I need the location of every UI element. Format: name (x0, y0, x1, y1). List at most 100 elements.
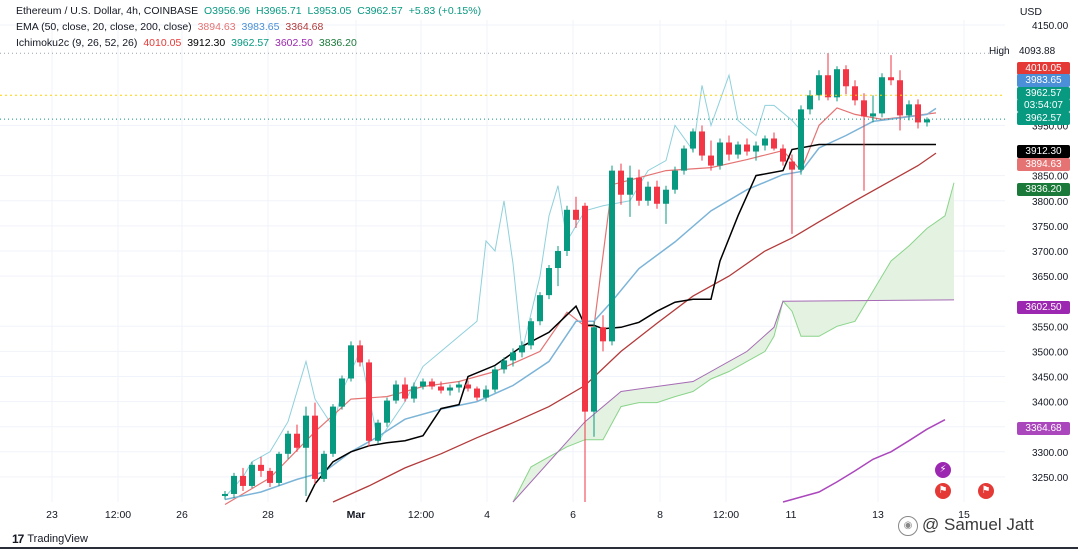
candle-body[interactable] (717, 142, 723, 166)
candle-body[interactable] (429, 381, 435, 387)
symbol-name[interactable]: Ethereum / U.S. Dollar, 4h, COINBASE (16, 5, 199, 17)
candle-body[interactable] (870, 113, 876, 117)
candle (474, 386, 480, 401)
candle-body[interactable] (312, 415, 318, 479)
x-tick-label: 6 (570, 509, 576, 521)
candle-body[interactable] (600, 327, 606, 342)
candle-body[interactable] (231, 475, 237, 494)
lightning-icon[interactable]: ⚡ (935, 462, 951, 478)
candle-body[interactable] (393, 384, 399, 401)
candle-body[interactable] (915, 104, 921, 123)
candle-body[interactable] (456, 384, 462, 388)
candle-body[interactable] (618, 170, 624, 195)
candle-body[interactable] (447, 387, 453, 391)
candle-body[interactable] (834, 69, 840, 98)
us-flag-icon[interactable]: ⚑ (935, 483, 951, 499)
candle-body[interactable] (474, 388, 480, 398)
candle-body[interactable] (510, 352, 516, 361)
candle-body[interactable] (627, 177, 633, 195)
candle-body[interactable] (285, 433, 291, 454)
ichimoku-value-2: 3912.30 (187, 37, 226, 49)
candle-body[interactable] (771, 138, 777, 149)
candle-body[interactable] (789, 161, 795, 170)
candle-body[interactable] (816, 75, 822, 96)
candle-body[interactable] (357, 345, 363, 363)
candle-body[interactable] (321, 453, 327, 479)
candle-body[interactable] (276, 453, 282, 483)
candle-body[interactable] (663, 189, 669, 204)
candle-body[interactable] (726, 142, 732, 155)
candle-body[interactable] (636, 177, 642, 201)
candle-body[interactable] (492, 369, 498, 390)
candle-body[interactable] (303, 415, 309, 448)
candle (420, 378, 426, 390)
x-tick-label: Mar (347, 509, 366, 521)
candle-body[interactable] (582, 205, 588, 412)
candle-body[interactable] (501, 360, 507, 370)
candle-body[interactable] (330, 406, 336, 454)
tradingview-branding[interactable]: 17 TradingView (12, 532, 88, 546)
price-tag: 3912.30 (1017, 145, 1070, 158)
candle (627, 165, 633, 217)
candle-body[interactable] (591, 327, 597, 412)
candle-body[interactable] (852, 86, 858, 101)
candle-body[interactable] (564, 209, 570, 251)
axis-unit-label[interactable]: USD (1019, 6, 1042, 18)
candle-body[interactable] (411, 386, 417, 399)
y-tick-label: 3650.00 (1032, 272, 1069, 283)
candle-body[interactable] (798, 109, 804, 170)
candle-body[interactable] (609, 170, 615, 342)
candle-body[interactable] (348, 345, 354, 379)
candle-body[interactable] (672, 170, 678, 190)
legend-symbol-row: Ethereum / U.S. Dollar, 4h, COINBASE O39… (16, 3, 481, 19)
candle-body[interactable] (465, 384, 471, 389)
candle-body[interactable] (708, 155, 714, 166)
candle-body[interactable] (861, 100, 867, 117)
candle-body[interactable] (339, 378, 345, 407)
candle-body[interactable] (402, 384, 408, 399)
candle-body[interactable] (222, 493, 228, 496)
candle-body[interactable] (645, 186, 651, 201)
candle-body[interactable] (753, 145, 759, 152)
candle-body[interactable] (483, 389, 489, 398)
candle (789, 154, 795, 234)
candle-body[interactable] (438, 386, 444, 391)
candle-body[interactable] (807, 95, 813, 110)
candle-body[interactable] (906, 104, 912, 116)
candle-body[interactable] (240, 475, 246, 486)
candle-body[interactable] (735, 144, 741, 155)
candle-body[interactable] (519, 345, 525, 353)
candle-body[interactable] (744, 144, 750, 152)
candle-body[interactable] (573, 209, 579, 220)
candle-body[interactable] (699, 131, 705, 156)
us-flag-icon[interactable]: ⚑ (978, 483, 994, 499)
candle-body[interactable] (681, 148, 687, 171)
candle-body[interactable] (366, 362, 372, 441)
candle-body[interactable] (375, 422, 381, 441)
candle-body[interactable] (267, 470, 273, 483)
candle-body[interactable] (537, 295, 543, 322)
x-tick-label: 13 (872, 509, 884, 521)
high-label: High (989, 46, 1010, 57)
candle-body[interactable] (528, 321, 534, 346)
candle-body[interactable] (546, 268, 552, 296)
candle-body[interactable] (294, 433, 300, 448)
candle-body[interactable] (654, 186, 660, 204)
candle-body[interactable] (825, 75, 831, 98)
candle-body[interactable] (555, 250, 561, 269)
candle (843, 65, 849, 95)
candle-body[interactable] (420, 381, 426, 387)
candle-body[interactable] (924, 119, 930, 123)
candle-body[interactable] (258, 464, 264, 471)
candle-body[interactable] (888, 77, 894, 81)
candle-body[interactable] (897, 80, 903, 116)
candle-body[interactable] (384, 400, 390, 423)
candle-body[interactable] (690, 131, 696, 149)
candle-body[interactable] (780, 148, 786, 162)
candle-body[interactable] (762, 138, 768, 146)
candle-body[interactable] (843, 69, 849, 87)
candle-body[interactable] (249, 464, 255, 486)
legend-ema-row[interactable]: EMA (50, close, 20, close, 200, close) 3… (16, 19, 481, 35)
legend-ichimoku-row[interactable]: Ichimoku2c (9, 26, 52, 26) 4010.05 3912.… (16, 35, 481, 51)
